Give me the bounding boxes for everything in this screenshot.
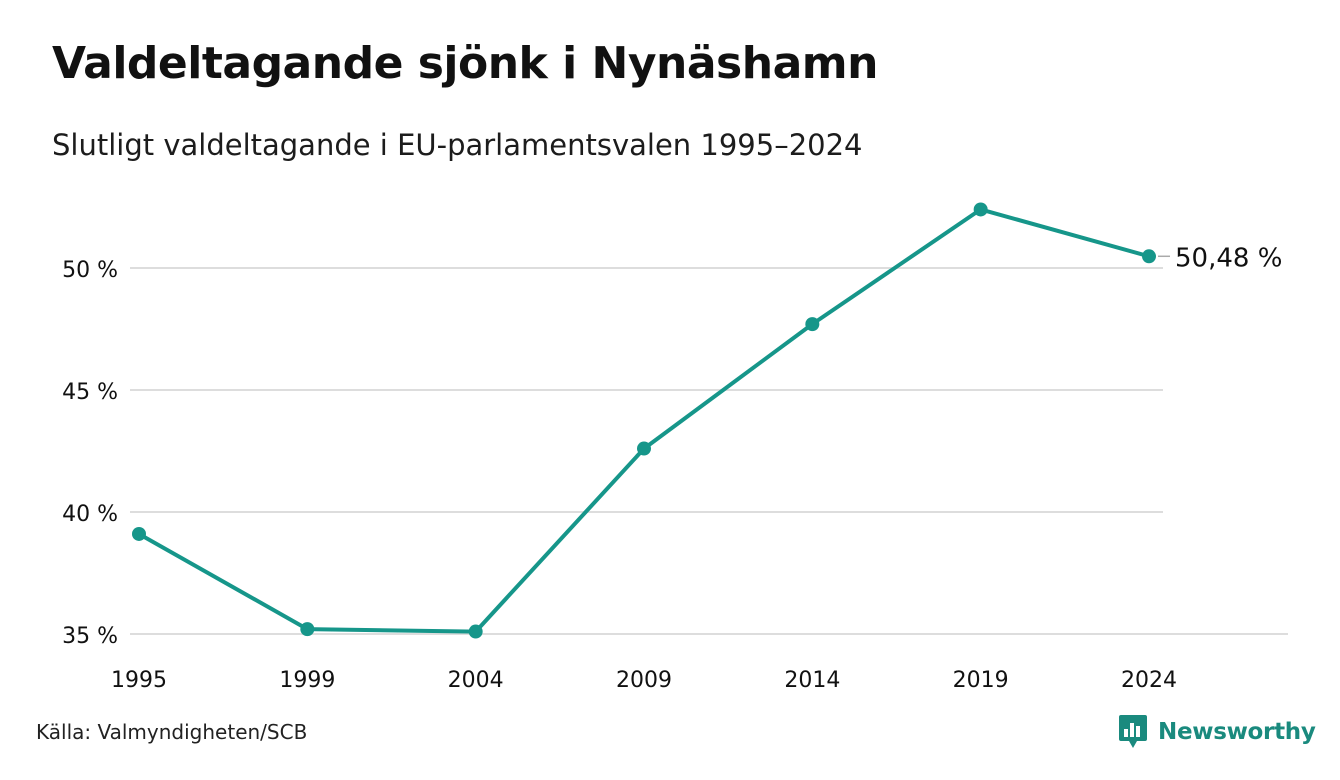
x-tick-label: 2009 <box>616 668 672 693</box>
x-tick-label: 2024 <box>1121 668 1177 693</box>
x-tick-label: 2004 <box>448 668 504 693</box>
y-tick-label: 45 % <box>62 380 118 405</box>
y-tick-label: 50 % <box>62 258 118 283</box>
x-tick-label: 2014 <box>784 668 840 693</box>
y-tick-label: 40 % <box>62 502 118 527</box>
newsworthy-logo-icon <box>1119 715 1147 748</box>
data-point-2004 <box>468 624 483 639</box>
y-axis-ticks: 35 % 40 % 45 % 50 % <box>62 258 118 649</box>
end-value-label: 50,48 % <box>1175 243 1282 273</box>
x-tick-label: 2019 <box>953 668 1009 693</box>
data-point-2014 <box>805 317 820 332</box>
chart-title: Valdeltagande sjönk i Nynäshamn <box>52 38 878 89</box>
chart-subtitle: Slutligt valdeltagande i EU-parlamentsva… <box>52 128 863 162</box>
x-axis-ticks: 1995 1999 2004 2009 2014 2019 2024 <box>111 668 1177 693</box>
source-note: Källa: Valmyndigheten/SCB <box>36 720 308 744</box>
x-tick-label: 1995 <box>111 668 167 693</box>
data-point-1999 <box>300 622 315 637</box>
data-point-2019 <box>973 202 988 217</box>
brand-logo: Newsworthy <box>1118 714 1316 750</box>
grid-lines <box>130 267 1288 635</box>
y-tick-label: 35 % <box>62 624 118 649</box>
series-line <box>137 207 1151 634</box>
series-turnout <box>132 202 1156 639</box>
x-tick-label: 1999 <box>279 668 335 693</box>
brand-name: Newsworthy <box>1158 719 1316 745</box>
data-point-2009 <box>637 441 651 456</box>
data-point-1995 <box>132 526 146 541</box>
data-point-2024 <box>1142 249 1156 264</box>
data-labels: 50,48 % <box>1158 243 1282 273</box>
